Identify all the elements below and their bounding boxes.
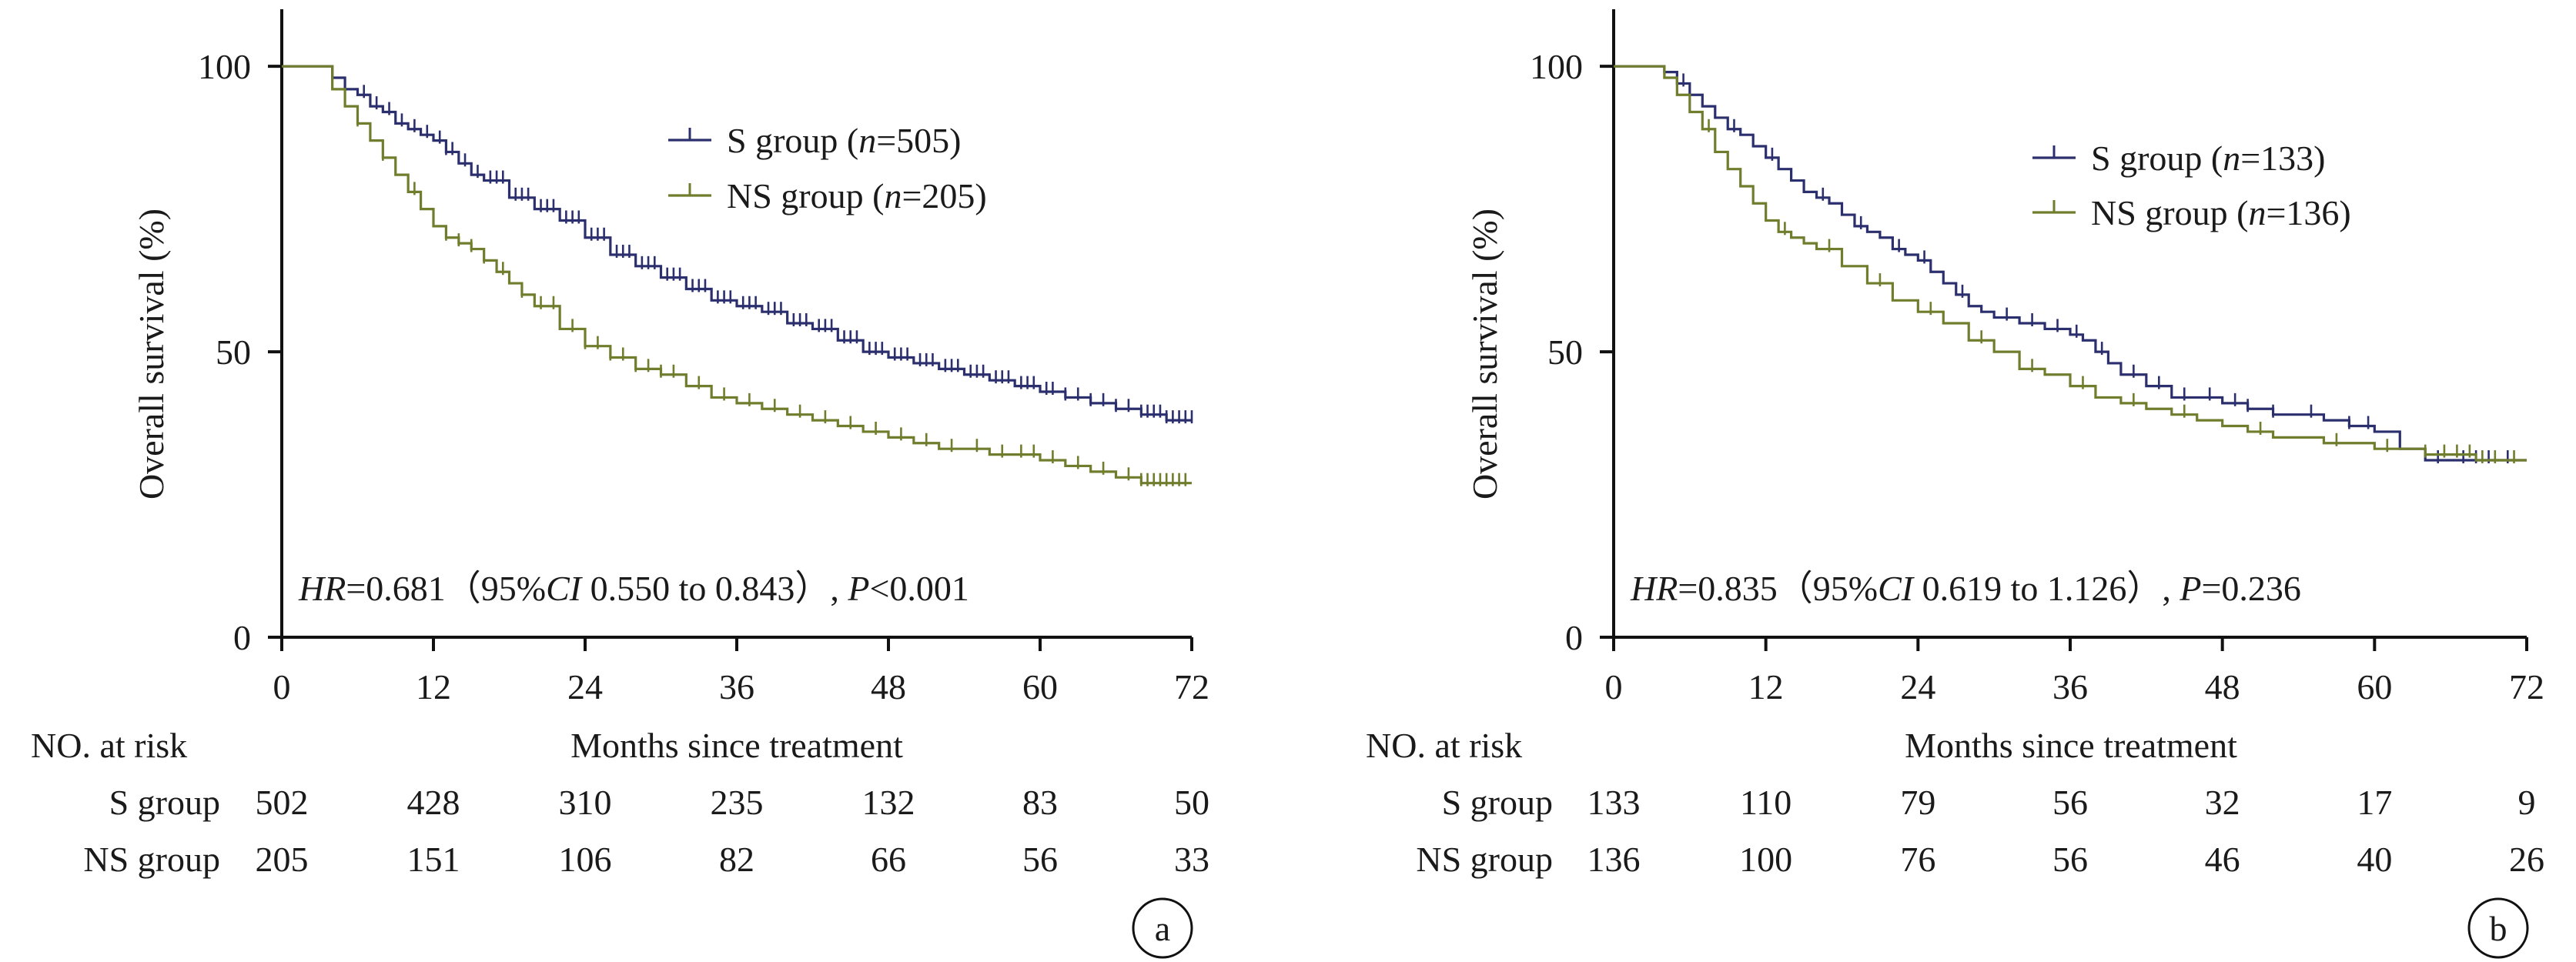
risk-count: 82 (719, 840, 754, 879)
risk-row-label: S group (109, 783, 220, 822)
x-tick-label: 48 (871, 667, 906, 706)
p-label: P (847, 569, 869, 608)
risk-count: 32 (2205, 783, 2240, 822)
risk-row-label: NS group (1416, 840, 1553, 879)
panel-badge-label: a (1155, 909, 1170, 948)
risk-count: 46 (2205, 840, 2240, 879)
x-tick-label: 36 (2052, 667, 2088, 706)
risk-count: 428 (407, 783, 460, 822)
x-axis-title: Months since treatment (570, 726, 903, 765)
risk-count: 56 (2052, 840, 2088, 879)
risk-count: 151 (407, 840, 460, 879)
km-curve-0 (282, 65, 1192, 422)
x-tick-label: 24 (567, 667, 603, 706)
legend-entry-0: S group (n=505) (727, 121, 962, 160)
x-tick-label: 0 (273, 667, 291, 706)
risk-count: 66 (871, 840, 906, 879)
risk-count: 40 (2357, 840, 2392, 879)
x-tick-label: 60 (2357, 667, 2392, 706)
legend-entry-1: NS group (n=136) (2091, 193, 2351, 232)
legend-n-value: =205) (902, 176, 986, 215)
risk-count: 205 (256, 840, 309, 879)
km-curve-0 (1614, 65, 2527, 462)
risk-count: 76 (1900, 840, 1935, 879)
risk-count: 136 (1587, 840, 1641, 879)
legend-n-value: =136) (2266, 193, 2350, 232)
hr-label: HR (1630, 569, 1678, 608)
ci-value: 0.619 to 1.126）, (1913, 569, 2180, 608)
risk-count: 17 (2357, 783, 2392, 822)
risk-count: 83 (1022, 783, 1058, 822)
risk-table-header: NO. at risk (1366, 726, 1522, 765)
x-tick-label: 24 (1900, 667, 1935, 706)
legend-entry-0: S group (n=133) (2091, 139, 2326, 178)
x-tick-label: 72 (1174, 667, 1209, 706)
hr-annotation: HR=0.681（95%CI 0.550 to 0.843）, P<0.001 (298, 569, 969, 608)
risk-count: 56 (2052, 783, 2088, 822)
risk-count: 79 (1900, 783, 1935, 822)
x-tick-label: 12 (1748, 667, 1784, 706)
hr-label: HR (298, 569, 346, 608)
risk-count: 235 (711, 783, 764, 822)
risk-count: 133 (1587, 783, 1641, 822)
x-axis-title: Months since treatment (1905, 726, 2237, 765)
legend-n-label: n (2223, 139, 2240, 178)
hr-annotation: HR=0.835（95%CI 0.619 to 1.126）, P=0.236 (1630, 569, 2301, 608)
risk-count: 502 (256, 783, 309, 822)
y-tick-label: 50 (1547, 332, 1583, 372)
x-tick-label: 0 (1605, 667, 1623, 706)
legend-n-label: n (858, 121, 876, 160)
legend-label: S group ( (2091, 139, 2223, 178)
y-tick-label: 0 (233, 618, 251, 657)
y-tick-label: 100 (198, 47, 251, 86)
legend-n-value: =133) (2240, 139, 2325, 178)
panel-badge-label: b (2490, 909, 2507, 948)
ci-value: 0.550 to 0.843）, (581, 569, 848, 608)
risk-count: 9 (2518, 783, 2536, 822)
km-panel-b: 0 50 100 0 12 24 36 48 60 72 Overall survival (%) M… (1366, 9, 2544, 959)
risk-row-label: NS group (83, 840, 220, 879)
x-tick-label: 12 (416, 667, 451, 706)
legend-entry-1: NS group (n=205) (727, 176, 987, 215)
y-axis-title: Overall survival (%) (132, 209, 171, 499)
risk-count: 310 (559, 783, 612, 822)
km-panel-a: 0 50 100 0 12 24 36 48 60 72 Overall survival (%) M… (31, 9, 1209, 959)
legend-n-value: =505) (876, 121, 961, 160)
legend-n-label: n (2248, 193, 2266, 232)
risk-count: 33 (1174, 840, 1209, 879)
x-tick-label: 60 (1022, 667, 1058, 706)
panel-badge-circle (1132, 897, 1193, 959)
p-value: =0.236 (2201, 569, 2300, 608)
risk-count: 56 (1022, 840, 1058, 879)
x-tick-label: 48 (2205, 667, 2240, 706)
risk-row-label: S group (1442, 783, 1553, 822)
panel-badge-circle (2467, 897, 2529, 959)
risk-count: 132 (862, 783, 915, 822)
y-tick-label: 50 (216, 332, 251, 372)
legend-label: NS group ( (727, 176, 884, 215)
km-curve-1 (1614, 65, 2527, 462)
risk-count: 50 (1174, 783, 1209, 822)
risk-count: 100 (1739, 840, 1792, 879)
x-tick-label: 72 (2509, 667, 2544, 706)
ci-label: CI (546, 569, 584, 608)
p-label: P (2179, 569, 2201, 608)
hr-value: =0.681（95% (346, 569, 546, 608)
risk-count: 26 (2509, 840, 2544, 879)
ci-label: CI (1878, 569, 1915, 608)
legend-n-label: n (884, 176, 902, 215)
p-value: <0.001 (869, 569, 969, 608)
y-axis-title: Overall survival (%) (1465, 209, 1504, 499)
legend-label: S group ( (727, 121, 858, 160)
risk-count: 110 (1740, 783, 1791, 822)
risk-table-header: NO. at risk (31, 726, 187, 765)
legend-label: NS group ( (2091, 193, 2248, 232)
risk-count: 106 (559, 840, 612, 879)
hr-value: =0.835（95% (1678, 569, 1878, 608)
y-tick-label: 0 (1565, 618, 1583, 657)
y-tick-label: 100 (1530, 47, 1583, 86)
x-tick-label: 36 (719, 667, 754, 706)
